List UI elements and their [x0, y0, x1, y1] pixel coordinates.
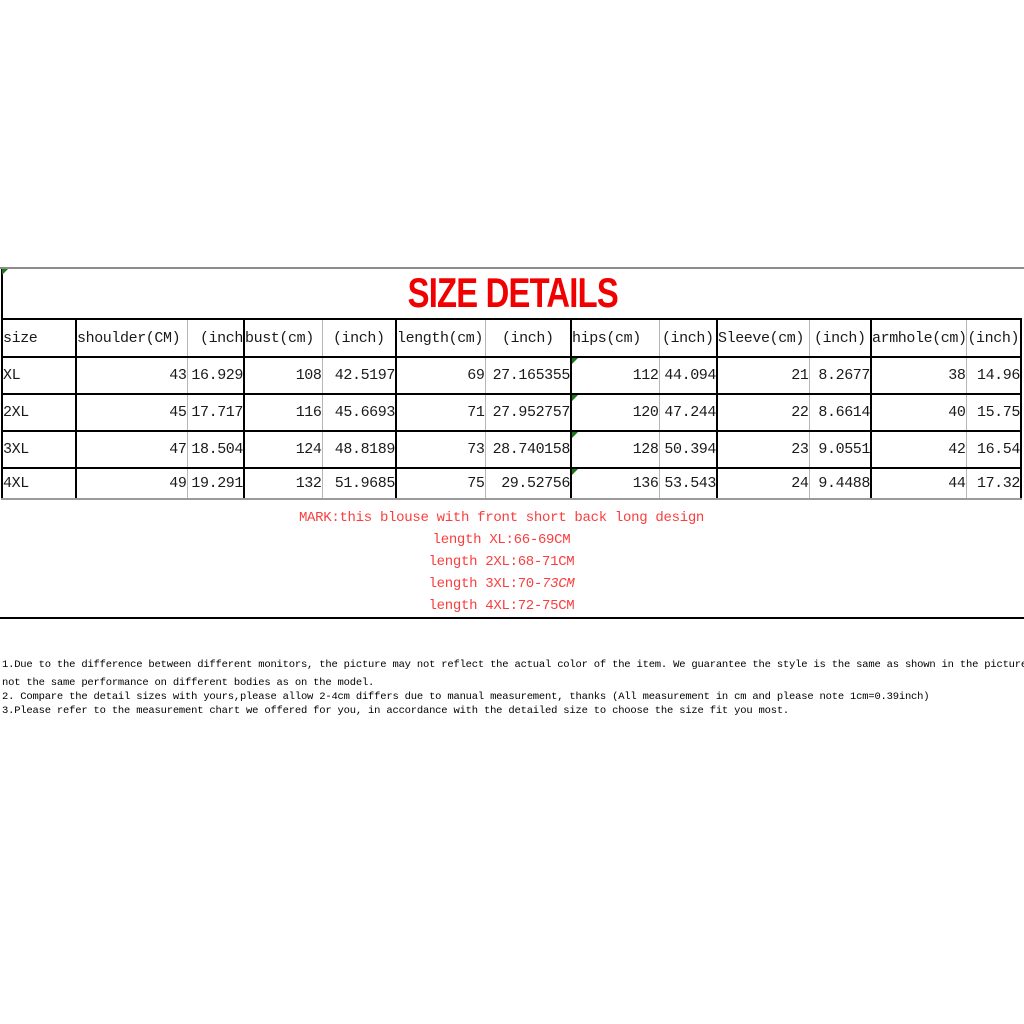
cell-3XL-length_in: 28.740158: [484, 431, 571, 469]
cell-3XL-hips_in: 50.394: [658, 431, 717, 469]
mark-length-4xl: length 4XL:72-75CM: [428, 598, 575, 614]
note-line-3: 2. Compare the detail sizes with yours,p…: [2, 691, 930, 703]
cell-3XL-size: 3XL: [2, 431, 76, 469]
size-row-XL: XL 43 16.929 108 42.5197 69 27.165355 112 44.094…: [2, 357, 1021, 395]
cell-3XL-sleeve_in: 9.0551: [808, 431, 871, 469]
col-header-bust_in: (inch): [321, 319, 396, 358]
mark-length-3xl: length 3XL:70-73CM: [0, 573, 1003, 595]
cell-XL-shoulder_cm: 43: [75, 357, 187, 395]
note-line-1: 1.Due to the difference between differen…: [2, 659, 1024, 671]
excel-corner-marker-icon: [2, 269, 8, 275]
cell-XL-length_in: 27.165355: [484, 357, 571, 395]
mark-length-xl: length XL:66-69CM: [432, 532, 571, 548]
bottom-divider: [0, 617, 1024, 619]
cell-4XL-shoulder_cm: 49: [75, 468, 187, 500]
note-line-4: 3.Please refer to the measurement chart …: [2, 705, 790, 717]
col-header-bust_cm: bust(cm): [243, 319, 322, 358]
cell-XL-bust_in: 42.5197: [321, 357, 396, 395]
page-title: SIZE DETAILS: [407, 269, 619, 316]
cell-2XL-hips_cm: 120: [570, 394, 659, 432]
cell-2XL-sleeve_in: 8.6614: [808, 394, 871, 432]
cell-4XL-length_cm: 75: [395, 468, 485, 500]
cell-3XL-length_cm: 73: [395, 431, 485, 469]
size-table-header-row: size shoulder(CM) (inch bust(cm) (inch) lengt…: [2, 319, 1021, 358]
cell-4XL-length_in: 29.52756: [484, 468, 571, 500]
size-table: size shoulder(CM) (inch bust(cm) (inch) lengt…: [1, 318, 1022, 500]
cell-XL-bust_cm: 108: [243, 357, 322, 395]
cell-4XL-bust_cm: 132: [243, 468, 322, 500]
cell-4XL-hips_cm: 136: [570, 468, 659, 500]
cell-XL-hips_in: 44.094: [658, 357, 717, 395]
cell-XL-sleeve_in: 8.2677: [808, 357, 871, 395]
size-row-4XL: 4XL 49 19.291 132 51.9685 75 29.52756 136 53.543…: [2, 468, 1021, 500]
footer-notes: 1.Due to the difference between differen…: [2, 658, 1024, 718]
mark-length-3xl-prefix: length 3XL:70-: [428, 576, 543, 592]
excel-cell-marker-icon: [573, 432, 578, 438]
cell-3XL-shoulder_cm: 47: [75, 431, 187, 469]
cell-4XL-bust_in: 51.9685: [321, 468, 396, 500]
excel-cell-marker-icon: [573, 469, 578, 475]
size-row-2XL: 2XL 45 17.717 116 45.6693 71 27.952757 120 47.24…: [2, 394, 1021, 432]
cell-4XL-hips_in: 53.543: [658, 468, 717, 500]
cell-3XL-shoulder_in: 18.504: [186, 431, 244, 469]
cell-XL-hips_cm: 112: [570, 357, 659, 395]
cell-4XL-shoulder_in: 19.291: [186, 468, 244, 500]
col-header-length_cm: length(cm): [395, 319, 485, 358]
col-header-shoulder_in: (inch: [186, 319, 244, 358]
cell-2XL-length_cm: 71: [395, 394, 485, 432]
cell-4XL-armhole_cm: 44: [870, 468, 966, 500]
col-header-sleeve_in: (inch): [808, 319, 871, 358]
excel-cell-marker-icon: [573, 358, 578, 364]
col-header-length_in: (inch): [484, 319, 571, 358]
cell-XL-length_cm: 69: [395, 357, 485, 395]
cell-2XL-bust_cm: 116: [243, 394, 322, 432]
cell-4XL-armhole_in: 17.32: [965, 468, 1021, 500]
cell-3XL-bust_in: 48.8189: [321, 431, 396, 469]
cell-3XL-armhole_in: 16.54: [965, 431, 1021, 469]
cell-XL-armhole_cm: 38: [870, 357, 966, 395]
cell-2XL-sleeve_cm: 22: [716, 394, 809, 432]
title-band: SIZE DETAILS: [1, 269, 1023, 318]
size-row-3XL: 3XL 47 18.504 124 48.8189 73 28.740158 128 50.39…: [2, 431, 1021, 469]
col-header-sleeve_cm: Sleeve(cm): [716, 319, 809, 358]
cell-2XL-shoulder_in: 17.717: [186, 394, 244, 432]
cell-4XL-size: 4XL: [2, 468, 76, 500]
top-divider: [0, 267, 1024, 269]
col-header-shoulder_cm: shoulder(CM): [75, 319, 187, 358]
cell-2XL-armhole_in: 15.75: [965, 394, 1021, 432]
cell-2XL-shoulder_cm: 45: [75, 394, 187, 432]
col-header-armhole_in: (inch): [965, 319, 1021, 358]
cell-4XL-sleeve_cm: 24: [716, 468, 809, 500]
note-line-2: not the same performance on different bo…: [2, 677, 375, 689]
col-header-armhole_cm: armhole(cm): [870, 319, 966, 358]
cell-2XL-length_in: 27.952757: [484, 394, 571, 432]
cell-3XL-bust_cm: 124: [243, 431, 322, 469]
cell-3XL-armhole_cm: 42: [870, 431, 966, 469]
col-header-size: size: [2, 319, 76, 358]
mark-length-2xl: length 2XL:68-71CM: [428, 554, 575, 570]
cell-XL-size: XL: [2, 357, 76, 395]
mark-heading: MARK:this blouse with front short back l…: [298, 510, 705, 526]
mark-note-block: MARK:this blouse with front short back l…: [0, 507, 1003, 617]
cell-2XL-bust_in: 45.6693: [321, 394, 396, 432]
col-header-hips_cm: hips(cm): [570, 319, 659, 358]
excel-cell-marker-icon: [573, 395, 578, 401]
cell-3XL-hips_cm: 128: [570, 431, 659, 469]
cell-XL-sleeve_cm: 21: [716, 357, 809, 395]
cell-4XL-sleeve_in: 9.4488: [808, 468, 871, 500]
cell-2XL-size: 2XL: [2, 394, 76, 432]
cell-2XL-hips_in: 47.244: [658, 394, 717, 432]
cell-XL-armhole_in: 14.96: [965, 357, 1021, 395]
cell-2XL-armhole_cm: 40: [870, 394, 966, 432]
mark-length-3xl-italic: 73CM: [542, 576, 575, 592]
col-header-hips_in: (inch): [658, 319, 717, 358]
cell-3XL-sleeve_cm: 23: [716, 431, 809, 469]
cell-XL-shoulder_in: 16.929: [186, 357, 244, 395]
